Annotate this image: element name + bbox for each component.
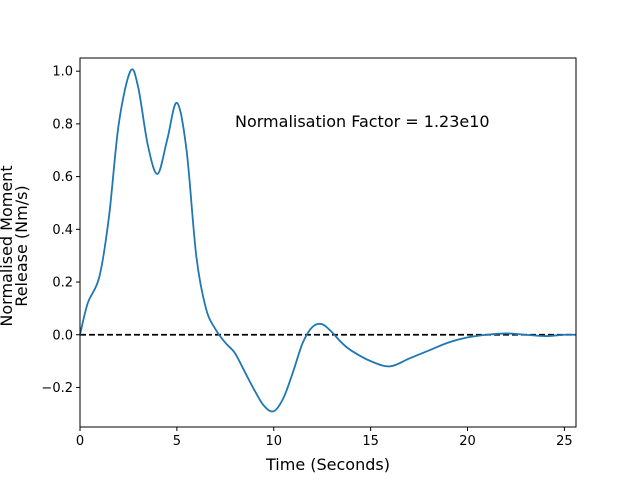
y-tick-label: −0.2 (41, 381, 73, 396)
y-tick-label: 0.0 (52, 328, 73, 343)
x-tick-label: 20 (459, 434, 476, 449)
plot-background (80, 58, 576, 427)
y-tick-label: 0.6 (52, 170, 73, 185)
y-tick-label: 1.0 (52, 65, 73, 80)
series-line-0 (79, 68, 577, 413)
x-tick-label: 10 (265, 434, 282, 449)
y-axis-label-line-1: Normalised Moment (0, 165, 16, 326)
normalisation-annotation: Normalisation Factor = 1.23e10 (235, 112, 490, 131)
y-axis-label: Normalised Moment Release (Nm/s) (0, 165, 31, 326)
series-layer (79, 68, 577, 413)
axes-layer: 0 5 10 15 20 25 −0.2 0.0 0.2 0.4 0.6 0.8 1.0 (41, 57, 577, 449)
axes-frame (79, 57, 577, 428)
x-tick-label: 5 (173, 434, 181, 449)
x-tick-label: 0 (76, 434, 84, 449)
y-tick-label: 0.4 (52, 223, 73, 238)
y-axis-label-line-2: Release (Nm/s) (12, 185, 31, 306)
plot-area (80, 58, 576, 427)
x-tick-label: 25 (556, 434, 573, 449)
x-tick-label: 15 (362, 434, 379, 449)
y-tick-label: 0.2 (52, 276, 73, 291)
y-tick-label: 0.8 (52, 117, 73, 132)
x-axis-label: Time (Seconds) (265, 455, 390, 474)
